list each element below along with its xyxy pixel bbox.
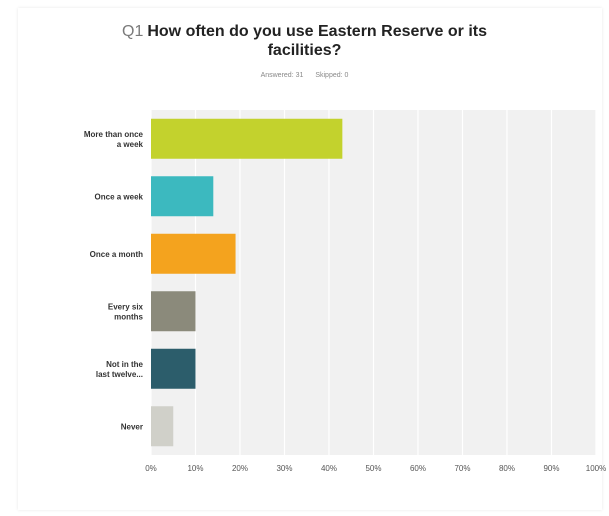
question-title: Q1 How often do you use Eastern Reserve o… — [95, 22, 515, 60]
x-tick-label: 0% — [145, 464, 157, 473]
category-label: Every six — [108, 302, 144, 311]
question-number: Q1 — [122, 23, 144, 40]
category-label: Once a month — [90, 250, 143, 259]
skipped-count: Skipped: 0 — [315, 72, 349, 79]
bar — [151, 176, 214, 217]
x-axis-ticks: 0% 10% 20% 30% 40% 50% 60% 70% 80% 90% 100% — [145, 464, 606, 473]
x-tick-label: 40% — [321, 464, 337, 473]
category-label: Never — [121, 422, 143, 431]
x-tick-label: 90% — [543, 464, 559, 473]
bar — [151, 118, 343, 159]
x-tick-label: 60% — [410, 464, 426, 473]
category-label: last twelve... — [96, 370, 143, 379]
x-tick-label: 50% — [365, 464, 381, 473]
bar — [151, 406, 174, 447]
bar — [151, 233, 236, 274]
bar — [151, 348, 196, 389]
answered-count: Answered: 31 — [260, 72, 304, 79]
category-label: Once a week — [95, 192, 144, 201]
x-tick-label: 30% — [276, 464, 292, 473]
bars — [151, 118, 343, 447]
x-tick-label: 20% — [232, 464, 248, 473]
category-label: a week — [117, 140, 144, 149]
category-label: Not in the — [106, 360, 143, 369]
category-label: months — [114, 312, 143, 321]
x-tick-label: 70% — [454, 464, 470, 473]
bar — [151, 291, 196, 332]
category-label: More than once — [84, 130, 144, 139]
question-text: How often do you use Eastern Reserve or … — [147, 23, 487, 59]
gridlines — [150, 110, 597, 455]
title-block: Q1 How often do you use Eastern Reserve o… — [0, 22, 609, 79]
x-tick-label: 80% — [499, 464, 515, 473]
x-tick-label: 100% — [586, 464, 606, 473]
x-tick-label: 10% — [187, 464, 203, 473]
response-summary: Answered: 31 Skipped: 0 — [0, 72, 609, 79]
